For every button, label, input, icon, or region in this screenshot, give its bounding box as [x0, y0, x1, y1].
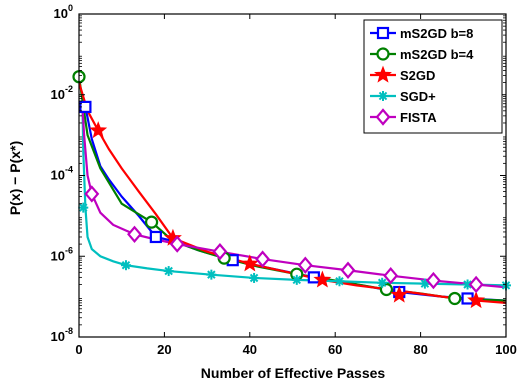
series-4-marker — [212, 242, 228, 261]
series-2-marker — [89, 121, 108, 139]
series-4-marker — [84, 185, 100, 203]
legend: mS2GD b=8 mS2GD b=4 S2GD SGD+ FISTA — [363, 19, 503, 134]
series-line-3 — [81, 100, 506, 287]
legend-label: SGD+ — [400, 89, 436, 104]
series-4-marker — [255, 250, 271, 268]
series-3-marker — [163, 266, 174, 277]
series-3-marker — [291, 274, 302, 285]
legend-label: mS2GD b=8 — [400, 26, 473, 41]
series-0-marker — [149, 230, 162, 244]
x-tick-label: 20 — [157, 342, 171, 357]
legend-marker — [378, 91, 388, 101]
legend-label: S2GD — [400, 68, 435, 83]
legend-item: mS2GD b=4 — [370, 47, 474, 62]
legend-label: FISTA — [400, 110, 437, 125]
series-1-marker — [379, 282, 394, 297]
x-tick-label: 80 — [413, 342, 427, 357]
series-3-marker — [120, 260, 131, 271]
series-4-marker — [340, 261, 356, 279]
x-tick-label: 60 — [328, 342, 342, 357]
x-tick-label: 0 — [75, 342, 82, 357]
series-2-marker — [240, 254, 259, 272]
series-line-2 — [79, 82, 506, 304]
x-axis-label: Number of Effective Passes — [201, 365, 386, 381]
y-tick-label: 10-8 — [51, 326, 73, 344]
x-tick-label: 100 — [495, 342, 517, 357]
series-4-marker — [169, 235, 185, 253]
plot-markers — [72, 70, 511, 309]
series-2-marker — [467, 291, 486, 309]
series-2-marker — [313, 270, 332, 288]
series-4-marker — [468, 275, 484, 294]
legend-marker — [376, 26, 390, 40]
y-tick-label: 10-6 — [51, 245, 73, 263]
legend-marker — [376, 47, 390, 61]
legend-marker — [374, 65, 392, 83]
series-3-marker — [334, 276, 345, 287]
legend-item: S2GD — [370, 65, 435, 83]
series-1-marker — [144, 215, 159, 229]
y-tick-label: 10-2 — [51, 84, 73, 102]
legend-item: SGD+ — [370, 89, 436, 104]
y-tick-label: 100 — [54, 3, 73, 21]
legend-label: mS2GD b=4 — [400, 47, 474, 62]
series-1-marker — [448, 291, 462, 306]
y-tick-label: 10-4 — [51, 165, 73, 183]
axis-ticks: 0 20 40 60 80 100 10-8 10-6 10-4 10-2 100 — [51, 3, 517, 357]
series-3-marker — [78, 202, 89, 213]
series-3-marker — [377, 277, 388, 288]
series-4-marker — [383, 266, 399, 285]
legend-marker — [375, 108, 391, 126]
series-4-marker — [297, 256, 313, 274]
legend-item: FISTA — [370, 108, 437, 126]
y-axis-label: P(x) − P(x*) — [7, 141, 23, 215]
legend-item: mS2GD b=8 — [370, 26, 473, 41]
series-4-marker — [127, 225, 142, 243]
series-3-marker — [206, 269, 217, 280]
x-tick-label: 40 — [243, 342, 257, 357]
series-2-marker — [390, 285, 409, 303]
series-3-marker — [249, 272, 260, 283]
series-line-4 — [81, 106, 506, 289]
series-4-marker — [425, 271, 441, 290]
